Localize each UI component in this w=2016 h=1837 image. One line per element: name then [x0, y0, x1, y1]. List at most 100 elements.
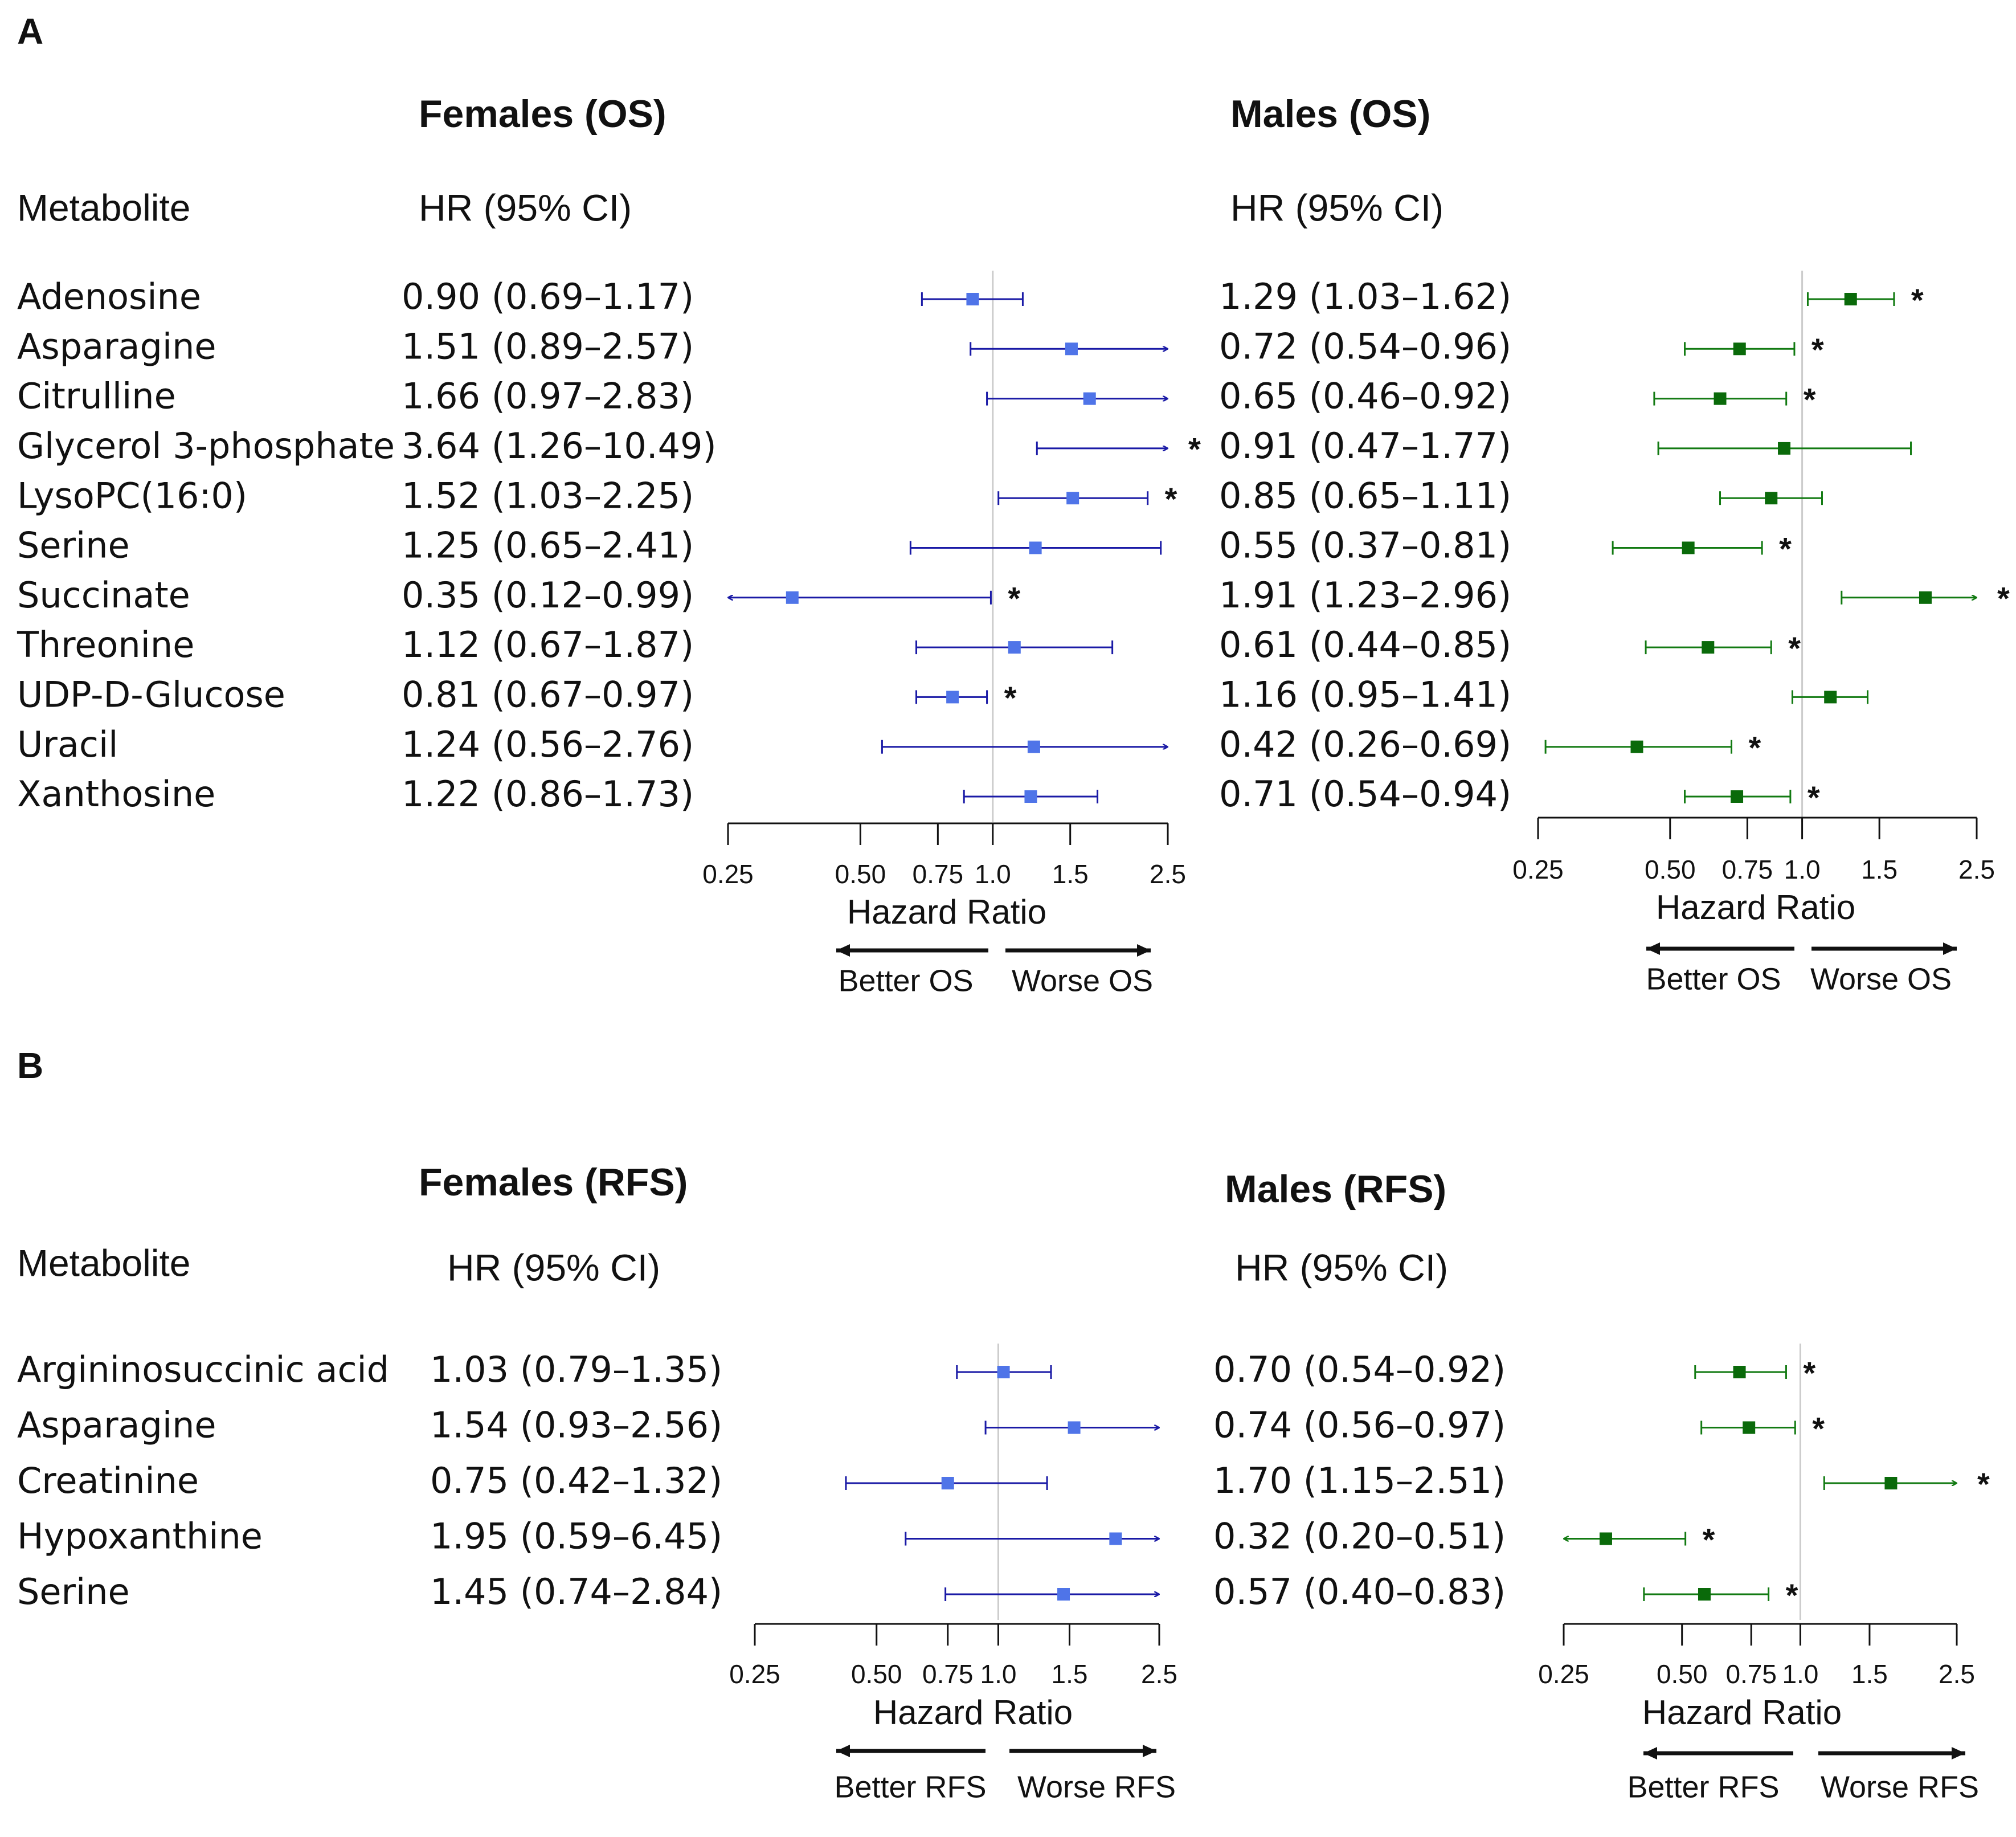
significance-marker: * — [1977, 1466, 1990, 1502]
metabolite-name: Threonine — [17, 624, 194, 666]
panel-label: A — [17, 11, 43, 52]
better-label: Better RFS — [834, 1770, 986, 1804]
forest-chart-female_os: Females (OS) HR (95% CI) 0.90 (0.69–1.17) 1… — [402, 92, 1201, 998]
hr-point — [1024, 790, 1037, 803]
hr-value: 1.51 (0.89–2.57) — [402, 325, 694, 367]
panel-label: B — [17, 1045, 43, 1086]
metabolite-name: Serine — [17, 1571, 130, 1613]
hr-value: 0.74 (0.56–0.97) — [1213, 1405, 1506, 1446]
significance-marker: * — [1911, 282, 1924, 318]
hr-point — [1008, 641, 1021, 654]
metabolite-name: Argininosuccinic acid — [17, 1349, 389, 1390]
hr-value: 0.71 (0.54–0.94) — [1219, 773, 1511, 815]
x-tick-label: 0.75 — [922, 1659, 974, 1689]
significance-marker: * — [1779, 530, 1792, 566]
x-tick-label: 0.50 — [1657, 1659, 1708, 1689]
metabolite-header: Metabolite — [17, 1242, 191, 1284]
axis-title: Hazard Ratio — [1642, 1693, 1842, 1732]
hr-point — [1029, 541, 1042, 554]
hr-value: 0.42 (0.26–0.69) — [1219, 724, 1511, 765]
hr-value: 1.70 (1.15–2.51) — [1213, 1460, 1506, 1501]
x-tick-label: 1.0 — [980, 1659, 1016, 1689]
hr-value: 0.61 (0.44–0.85) — [1219, 624, 1511, 666]
hr-value: 1.91 (1.23–2.96) — [1219, 574, 1511, 616]
hr-point — [966, 293, 979, 305]
x-tick-label: 0.50 — [851, 1659, 902, 1689]
x-tick-label: 0.25 — [1512, 855, 1564, 884]
hr-value: 1.95 (0.59–6.45) — [430, 1516, 722, 1557]
x-tick-label: 0.75 — [1722, 855, 1773, 884]
significance-marker: * — [1188, 431, 1201, 467]
chart-title: Males (RFS) — [1225, 1167, 1446, 1211]
hr-value: 0.55 (0.37–0.81) — [1219, 525, 1511, 566]
hr-value: 0.81 (0.67–0.97) — [402, 673, 694, 715]
x-tick-label: 2.5 — [1939, 1659, 1975, 1689]
hr-value: 1.24 (0.56–2.76) — [402, 724, 694, 765]
hr-point — [941, 1477, 954, 1489]
x-tick-label: 1.5 — [1052, 859, 1089, 889]
forest-chart-male_os: Males (OS) HR (95% CI) 1.29 (1.03–1.62) * 0.… — [1219, 92, 2010, 996]
hr-point — [1844, 293, 1857, 305]
hr-point — [1714, 392, 1727, 405]
significance-marker: * — [1786, 1577, 1798, 1613]
significance-marker: * — [1803, 1355, 1815, 1391]
worse-label: Worse RFS — [1017, 1770, 1176, 1804]
x-tick-label: 1.5 — [1861, 855, 1898, 884]
hr-value: 0.70 (0.54–0.92) — [1213, 1349, 1506, 1390]
hr-value: 1.66 (0.97–2.83) — [402, 375, 694, 417]
worse-label: Worse OS — [1012, 964, 1153, 998]
hr-value: 1.12 (0.67–1.87) — [402, 624, 694, 666]
metabolite-name: Xanthosine — [17, 773, 215, 815]
significance-marker: * — [1811, 332, 1824, 368]
hr-value: 3.64 (1.26–10.49) — [402, 425, 717, 467]
hr-point — [1698, 1588, 1711, 1601]
hr-point — [1919, 591, 1932, 604]
metabolite-name: LysoPC(16:0) — [17, 475, 247, 516]
hr-point — [997, 1366, 1010, 1378]
hr-point — [1824, 691, 1837, 704]
hr-header: HR (95% CI) — [1235, 1246, 1448, 1288]
x-tick-label: 0.75 — [1725, 1659, 1777, 1689]
hr-value: 0.35 (0.12–0.99) — [402, 574, 694, 616]
hr-value: 0.65 (0.46–0.92) — [1219, 375, 1511, 417]
hr-point — [1057, 1588, 1070, 1601]
significance-marker: * — [1788, 630, 1801, 666]
metabolite-header: Metabolite — [17, 186, 191, 228]
significance-marker: * — [1749, 729, 1761, 765]
hr-point — [1599, 1532, 1612, 1545]
metabolite-name: Asparagine — [17, 325, 216, 367]
hr-point — [1733, 342, 1746, 356]
hr-point — [1765, 492, 1778, 505]
significance-marker: * — [1804, 381, 1816, 417]
hr-point — [1778, 442, 1791, 455]
x-tick-label: 0.25 — [729, 1659, 780, 1689]
worse-label: Worse OS — [1810, 962, 1952, 996]
better-label: Better RFS — [1627, 1770, 1779, 1804]
hr-point — [946, 691, 959, 704]
x-tick-label: 2.5 — [1150, 859, 1186, 889]
significance-marker: * — [1812, 1410, 1825, 1446]
hr-point — [1630, 740, 1643, 753]
hr-header: HR (95% CI) — [1230, 186, 1443, 228]
better-label: Better OS — [838, 964, 973, 998]
hr-point — [1743, 1421, 1756, 1434]
significance-marker: * — [1703, 1521, 1715, 1557]
worse-label: Worse RFS — [1821, 1770, 1979, 1804]
hr-value: 1.45 (0.74–2.84) — [430, 1571, 722, 1613]
significance-marker: * — [1004, 680, 1017, 716]
significance-marker: * — [1008, 581, 1020, 617]
hr-value: 1.29 (1.03–1.62) — [1219, 276, 1511, 317]
x-tick-label: 0.50 — [1645, 855, 1696, 884]
hr-value: 1.22 (0.86–1.73) — [402, 773, 694, 815]
axis-title: Hazard Ratio — [1656, 888, 1855, 926]
hr-point — [1109, 1532, 1122, 1545]
metabolite-name: Glycerol 3-phosphate — [17, 425, 395, 467]
hr-value: 0.32 (0.20–0.51) — [1213, 1516, 1506, 1557]
significance-marker: * — [1997, 581, 2010, 617]
hr-point — [1702, 641, 1715, 654]
hr-point — [1066, 492, 1079, 505]
hr-value: 1.03 (0.79–1.35) — [430, 1349, 722, 1390]
metabolite-name: UDP-D-Glucose — [17, 673, 285, 715]
hr-value: 1.16 (0.95–1.41) — [1219, 673, 1511, 715]
